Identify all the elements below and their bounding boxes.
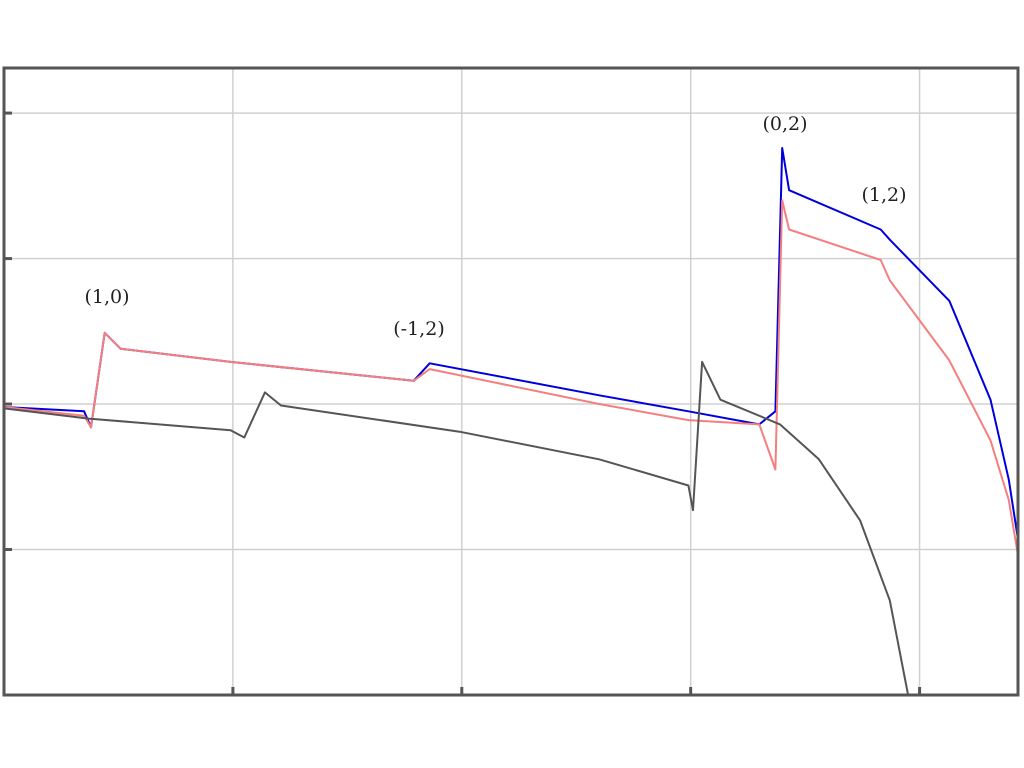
annotation: (0,2) [762,113,807,135]
series-line [3,199,1019,556]
lines [3,147,1019,696]
annotation: (1,0) [84,286,129,308]
annotation: (1,2) [861,184,906,206]
series-line [3,360,910,696]
annotation: (-1,2) [393,318,444,340]
plot-frame [2,66,1020,697]
plot-area [4,68,1018,695]
annotations: (1,0) (-1,2) (0,2) (1,2) [84,113,906,340]
